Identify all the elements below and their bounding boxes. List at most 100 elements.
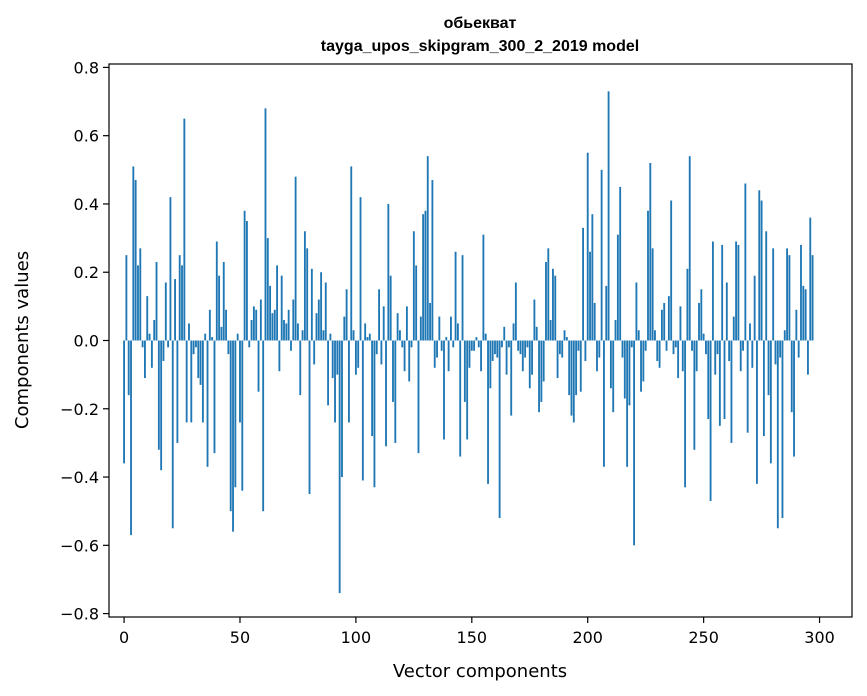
bar-22	[174, 279, 176, 341]
bar-177	[533, 299, 536, 341]
bar-248	[698, 302, 700, 341]
bar-85	[320, 272, 323, 341]
bar-296	[809, 217, 812, 341]
bar-14	[155, 261, 158, 341]
bar-297	[811, 255, 814, 341]
bar-83	[315, 313, 318, 341]
bar-205	[598, 340, 601, 358]
bar-109	[375, 340, 378, 355]
bar-214	[619, 186, 622, 341]
bar-211	[612, 340, 615, 413]
bar-285	[783, 330, 786, 341]
bar-254	[711, 241, 714, 341]
bar-42	[220, 326, 223, 341]
bar-251	[705, 340, 707, 355]
bar-106	[368, 333, 371, 341]
bar-263	[732, 316, 735, 341]
bar-153	[477, 340, 480, 348]
x-tick-label-300: 300	[804, 628, 835, 647]
bar-18	[164, 282, 167, 341]
x-tick-label-0: 0	[119, 628, 129, 647]
bar-98	[350, 166, 353, 341]
bar-281	[774, 340, 777, 365]
bar-86	[322, 330, 325, 341]
bar-6	[137, 265, 139, 341]
bar-178	[535, 326, 538, 341]
y-tick-label-3: −0.2	[60, 400, 99, 419]
bar-293	[802, 285, 805, 341]
bar-146	[461, 255, 464, 341]
bar-33	[199, 340, 202, 385]
y-tick-label-4: 0.0	[74, 332, 99, 351]
bar-187	[556, 340, 559, 379]
bar-101	[357, 340, 360, 368]
bar-55	[250, 320, 253, 341]
bar-169	[514, 282, 517, 341]
bar-11	[148, 333, 151, 341]
bar-158	[489, 340, 492, 389]
bar-179	[538, 340, 540, 413]
bar-227	[649, 162, 652, 341]
bar-269	[746, 340, 749, 433]
bar-192	[568, 340, 571, 396]
bar-164	[503, 326, 506, 341]
bar-17	[162, 340, 165, 361]
bar-260	[725, 282, 728, 341]
bar-199	[584, 340, 587, 361]
bar-111	[380, 340, 383, 365]
y-tick-label-6: 0.4	[74, 195, 99, 214]
bar-247	[695, 340, 698, 372]
bar-25	[181, 265, 183, 341]
bar-188	[558, 340, 561, 355]
bar-81	[310, 268, 313, 341]
bar-35	[204, 333, 207, 341]
bar-128	[419, 316, 422, 341]
bar-63	[269, 285, 272, 341]
bar-38	[211, 337, 214, 341]
bar-222	[637, 330, 640, 341]
bar-3	[130, 340, 132, 536]
bar-100	[354, 340, 357, 375]
bar-193	[570, 340, 573, 416]
bar-145	[459, 340, 462, 457]
bar-170	[517, 340, 520, 351]
bar-69	[283, 320, 285, 341]
bar-157	[487, 340, 489, 484]
bar-287	[788, 255, 791, 341]
bar-97	[348, 340, 350, 423]
bar-28	[188, 323, 190, 341]
bar-278	[767, 340, 770, 396]
bar-204	[596, 340, 598, 372]
bar-279	[769, 340, 772, 464]
bar-134	[433, 340, 436, 368]
bar-258	[721, 244, 724, 341]
bar-112	[382, 306, 385, 341]
bar-68	[280, 275, 283, 341]
chart-title-line-1: обьекват	[444, 15, 517, 32]
bar-114	[387, 203, 390, 341]
bar-273	[756, 340, 758, 484]
bar-252	[707, 340, 710, 420]
bar-217	[626, 340, 629, 467]
bar-132	[429, 302, 431, 341]
bar-196	[577, 340, 580, 351]
y-tick-label-5: 0.2	[74, 263, 99, 282]
bar-174	[526, 340, 529, 348]
bar-229	[654, 330, 656, 341]
bar-242	[684, 340, 687, 488]
bar-119	[399, 330, 401, 341]
bar-71	[287, 309, 290, 341]
bar-180	[540, 340, 543, 402]
bar-73	[292, 299, 295, 341]
x-tick-label-150: 150	[457, 628, 488, 647]
bar-10	[146, 296, 149, 341]
bar-212	[614, 320, 617, 341]
bar-176	[531, 340, 533, 375]
bar-99	[352, 330, 355, 341]
bar-162	[498, 340, 501, 519]
bar-144	[456, 323, 459, 341]
bar-225	[644, 340, 647, 351]
bar-9	[144, 340, 146, 379]
bar-93	[338, 340, 341, 594]
bar-265	[737, 244, 740, 341]
